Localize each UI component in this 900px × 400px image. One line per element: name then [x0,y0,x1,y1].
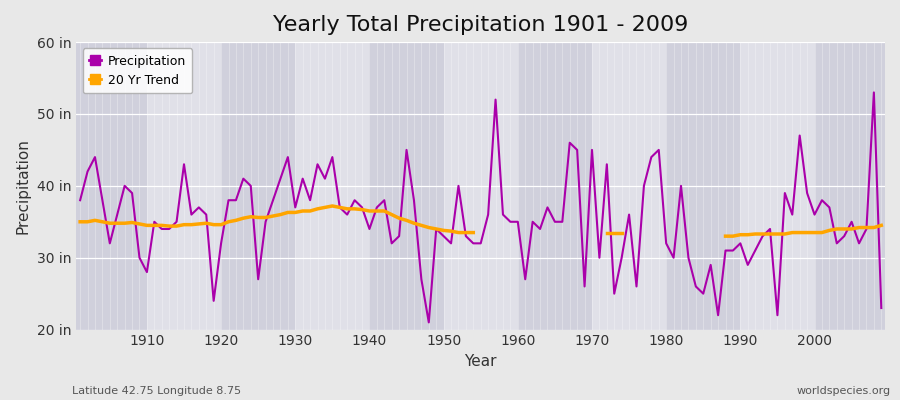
Bar [73,42,147,330]
20 Yr Trend [141,223,152,228]
Bar [814,42,888,330]
20 Yr Trend [349,206,360,211]
20 Yr Trend [223,219,234,224]
20 Yr Trend [327,204,338,208]
20 Yr Trend [453,230,464,235]
Bar [444,42,518,330]
Bar [369,42,444,330]
20 Yr Trend [468,230,479,235]
Line: 20 Yr Trend: 20 Yr Trend [80,206,473,232]
Y-axis label: Precipitation: Precipitation [15,138,30,234]
Precipitation [75,198,86,203]
Precipitation [423,320,434,325]
20 Yr Trend [75,219,86,224]
Bar [666,42,741,330]
Legend: Precipitation, 20 Yr Trend: Precipitation, 20 Yr Trend [83,48,193,93]
Bar [518,42,592,330]
20 Yr Trend [305,209,316,214]
Bar [147,42,221,330]
X-axis label: Year: Year [464,354,497,369]
Bar [741,42,814,330]
Bar [592,42,666,330]
Precipitation [520,277,531,282]
Precipitation [134,255,145,260]
Precipitation [342,212,353,217]
20 Yr Trend [312,206,323,211]
Precipitation [868,90,879,95]
Title: Yearly Total Precipitation 1901 - 2009: Yearly Total Precipitation 1901 - 2009 [273,15,688,35]
Text: worldspecies.org: worldspecies.org [796,386,891,396]
20 Yr Trend [290,210,301,215]
Bar [221,42,295,330]
Precipitation [608,291,619,296]
Precipitation [297,176,308,181]
Precipitation [512,219,523,224]
Text: Latitude 42.75 Longitude 8.75: Latitude 42.75 Longitude 8.75 [72,386,241,396]
Bar [295,42,369,330]
Line: Precipitation: Precipitation [80,92,881,322]
Precipitation [876,306,886,310]
